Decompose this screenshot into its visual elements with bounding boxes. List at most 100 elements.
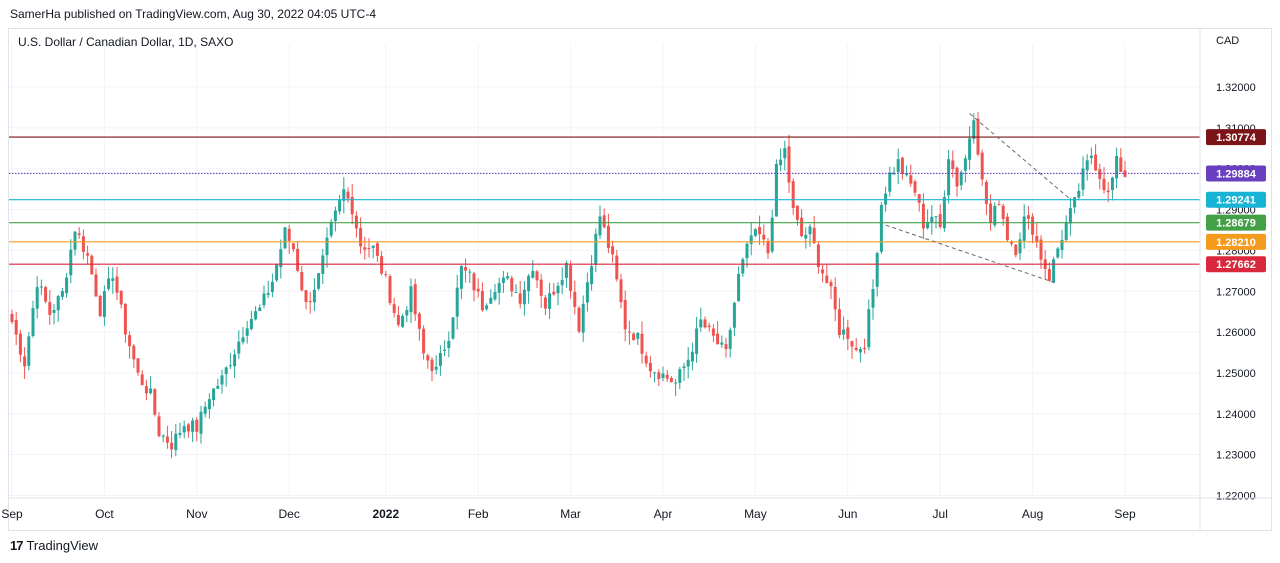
candle-body — [930, 216, 934, 223]
candle-body — [720, 342, 724, 345]
candle-body — [816, 244, 820, 268]
candle-body — [674, 382, 678, 384]
candle-body — [304, 290, 308, 303]
trendline — [885, 224, 1054, 283]
candle-body — [842, 329, 846, 335]
candle-body — [606, 225, 610, 248]
candle-body — [472, 273, 476, 291]
candle-body — [501, 277, 505, 283]
candle-body — [359, 228, 363, 247]
candle-body — [191, 420, 195, 432]
time-tick-label: 2022 — [372, 507, 399, 521]
candle-body — [468, 271, 472, 273]
price-badge — [1206, 165, 1266, 182]
candle-body — [86, 253, 90, 256]
candle-body — [438, 352, 442, 366]
candle-body — [405, 310, 409, 316]
candles — [10, 112, 1127, 459]
price-tick-label: 1.23000 — [1216, 450, 1256, 462]
candle-body — [770, 217, 774, 252]
candle-body — [216, 385, 220, 389]
candle-body — [111, 278, 115, 281]
candle-body — [749, 235, 753, 244]
candle-body — [1085, 160, 1089, 171]
candle-body — [44, 287, 48, 302]
candle-body — [724, 344, 728, 350]
candle-body — [182, 426, 186, 433]
candle-body — [1022, 216, 1026, 241]
candle-body — [850, 341, 854, 347]
candle-body — [1031, 216, 1035, 235]
candle-body — [690, 351, 694, 362]
candle-body — [871, 289, 875, 308]
candle-body — [371, 245, 375, 249]
candle-body — [774, 163, 778, 217]
candle-body — [31, 308, 35, 337]
candle-body — [39, 286, 43, 288]
candle-body — [81, 236, 85, 252]
candle-body — [611, 246, 615, 255]
time-tick-label: Aug — [1022, 507, 1043, 521]
candle-body — [783, 148, 787, 159]
candle-body — [123, 303, 127, 335]
candle-body — [443, 349, 447, 351]
candle-body — [1098, 169, 1102, 179]
candle-body — [69, 249, 73, 276]
candle-body — [249, 319, 253, 330]
candle-body — [1073, 197, 1077, 208]
candle-body — [758, 227, 762, 235]
candle-body — [556, 285, 560, 294]
candle-body — [342, 189, 346, 201]
price-badge — [1206, 214, 1266, 231]
candle-body — [153, 389, 157, 415]
candle-body — [149, 388, 153, 394]
price-tick-label: 1.22000 — [1216, 491, 1256, 503]
candle-body — [1077, 190, 1081, 198]
candle-body — [808, 226, 812, 235]
candle-body — [934, 216, 938, 218]
price-badges: 1.30774 1.29884 1.29241 1.28679 1.28210 1.276… — [1206, 129, 1266, 273]
currency-label: CAD — [1216, 35, 1240, 47]
candle-body — [1001, 205, 1005, 220]
candle-body — [728, 329, 732, 349]
candle-body — [380, 256, 384, 274]
candle-body — [858, 349, 862, 353]
candle-body — [812, 227, 816, 244]
candle-body — [459, 265, 463, 289]
candle-body — [10, 313, 14, 323]
candle-body — [434, 366, 438, 370]
candle-body — [959, 172, 963, 186]
time-tick-label: May — [744, 507, 767, 521]
candle-body — [1106, 190, 1110, 193]
candle-body — [1068, 208, 1072, 224]
candle-body — [527, 275, 531, 292]
candle-body — [102, 291, 106, 318]
candle-body — [779, 159, 783, 166]
candle-body — [548, 293, 552, 309]
price-badge-label: 1.28679 — [1216, 218, 1256, 230]
candle-body — [174, 433, 178, 451]
candle-body — [480, 291, 484, 311]
time-tick-label: Sep — [1, 507, 23, 521]
candle-body — [644, 355, 648, 364]
candle-body — [984, 181, 988, 205]
candle-body — [947, 159, 951, 196]
candle-body — [254, 311, 258, 320]
candle-body — [233, 354, 237, 367]
candle-body — [1089, 155, 1093, 158]
price-tick-label: 1.32000 — [1216, 82, 1256, 94]
candle-body — [1026, 215, 1030, 219]
candle-body — [1115, 155, 1119, 179]
price-badge-label: 1.28210 — [1216, 237, 1256, 249]
candle-body — [497, 283, 501, 293]
tradingview-footer[interactable]: 17 TradingView — [10, 538, 98, 553]
candle-body — [287, 228, 291, 241]
candle-body — [128, 335, 132, 347]
candle-body — [627, 331, 631, 333]
candle-body — [665, 374, 669, 379]
candle-body — [632, 333, 636, 341]
candle-body — [955, 167, 959, 187]
candle-body — [896, 159, 900, 173]
candle-body — [346, 191, 350, 199]
